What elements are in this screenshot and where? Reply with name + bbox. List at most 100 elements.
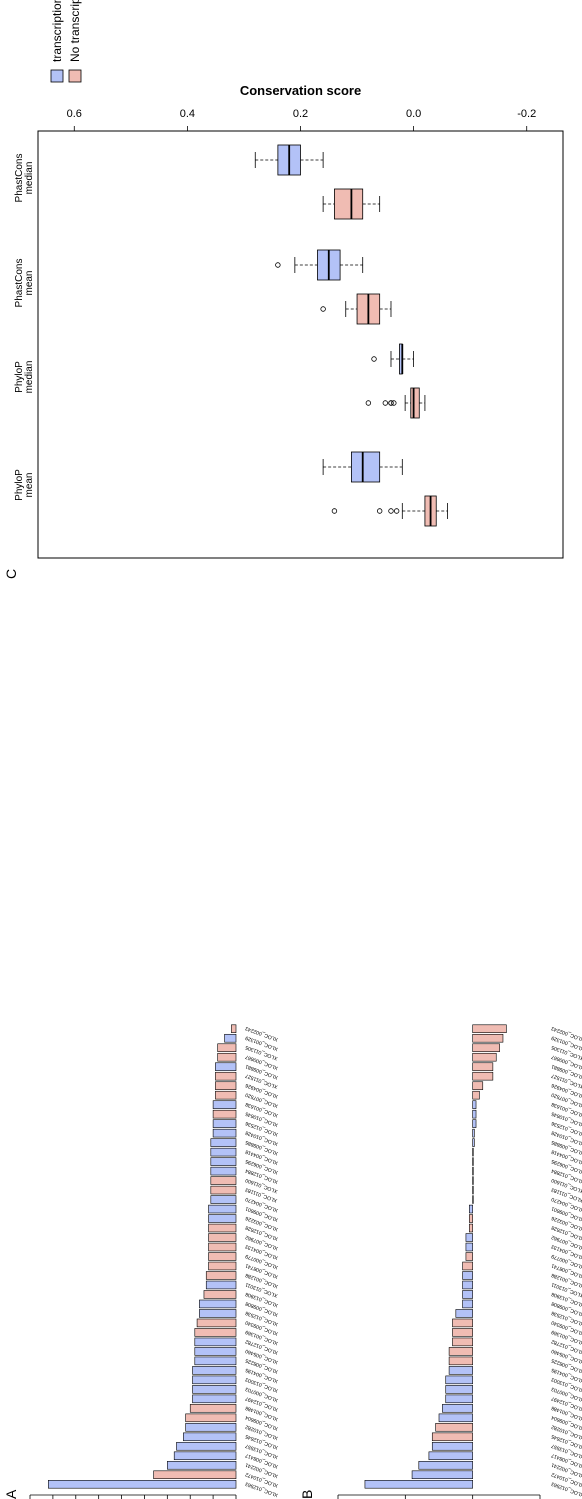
bar xyxy=(445,1385,473,1394)
bar xyxy=(472,1024,507,1033)
value-tick-label: 0.6 xyxy=(67,108,82,120)
bar xyxy=(468,1214,473,1223)
bar xyxy=(462,1299,473,1309)
bar xyxy=(194,1356,237,1366)
bar xyxy=(194,1337,237,1347)
bar xyxy=(472,1147,474,1157)
bar xyxy=(472,1052,497,1062)
bar xyxy=(189,1404,237,1413)
bar xyxy=(185,1413,237,1423)
bar xyxy=(199,1299,237,1309)
bar xyxy=(465,1233,473,1242)
bar xyxy=(212,1128,237,1138)
bar xyxy=(185,1423,237,1432)
bar xyxy=(472,1109,477,1119)
bar xyxy=(462,1261,473,1271)
bar xyxy=(231,1024,237,1033)
outlier-point xyxy=(365,400,372,406)
bar xyxy=(194,1347,237,1356)
bar xyxy=(208,1242,237,1252)
bar xyxy=(210,1157,237,1166)
bar xyxy=(445,1394,473,1404)
bar xyxy=(167,1461,237,1470)
bar xyxy=(468,1223,473,1233)
bar xyxy=(173,1451,237,1461)
outlier-point xyxy=(391,400,397,406)
category-label: PhastCons xyxy=(14,154,25,203)
bar xyxy=(208,1233,237,1242)
category-label: PhyloP xyxy=(14,469,25,501)
bar xyxy=(217,1052,237,1062)
bar xyxy=(176,1442,237,1451)
box-notf xyxy=(410,387,420,419)
bar xyxy=(472,1138,475,1147)
legend-label-tf: transcription factor in lincRNA gene-nei… xyxy=(50,0,64,62)
bar xyxy=(448,1356,473,1366)
bar xyxy=(455,1309,473,1318)
bar xyxy=(215,1090,237,1100)
outlier-point xyxy=(376,508,383,514)
bar xyxy=(210,1176,237,1185)
bar xyxy=(472,1062,494,1071)
legend-label-notf: No transcription factor in lincRNA gene-… xyxy=(68,0,82,62)
bar xyxy=(418,1461,473,1470)
bar xyxy=(212,1100,237,1109)
panel-c-conservation-boxplot: transcription factor in lincRNA gene-nei… xyxy=(14,0,564,559)
bar xyxy=(465,1252,473,1261)
bar xyxy=(462,1271,473,1280)
bar xyxy=(48,1480,237,1489)
outlier-point xyxy=(275,262,281,268)
bar xyxy=(210,1185,237,1195)
bar xyxy=(183,1432,237,1442)
bar xyxy=(472,1100,477,1109)
bar xyxy=(192,1375,237,1385)
bar xyxy=(472,1043,500,1052)
bar xyxy=(203,1290,237,1299)
bar xyxy=(199,1309,237,1318)
outlier-point xyxy=(371,356,377,362)
category-label-line2: mean xyxy=(24,472,35,497)
bar xyxy=(448,1366,473,1375)
bar xyxy=(428,1451,473,1461)
bar xyxy=(468,1204,473,1214)
bar xyxy=(472,1071,494,1081)
bar xyxy=(472,1081,484,1090)
bar xyxy=(217,1043,237,1052)
bar xyxy=(462,1290,473,1299)
outlier-point xyxy=(388,400,394,406)
bar xyxy=(472,1119,477,1128)
bar xyxy=(210,1147,237,1157)
outlier-point xyxy=(382,400,389,406)
category-label: PhyloP xyxy=(14,361,25,393)
bar xyxy=(192,1394,237,1404)
bar xyxy=(215,1062,237,1071)
bar xyxy=(208,1252,237,1261)
bar xyxy=(472,1128,475,1138)
outlier-point xyxy=(388,508,394,514)
bar xyxy=(205,1280,237,1290)
bar xyxy=(210,1138,237,1147)
category-label: PhastCons xyxy=(14,259,25,308)
panel-a-phastcons-chart: 0.90.80.70.60.50.40.30.20.10.0PhastCons … xyxy=(29,1024,279,1499)
bar xyxy=(224,1033,237,1043)
panel-label-a: A xyxy=(3,1489,19,1499)
bar xyxy=(153,1470,237,1480)
panel-label-c: C xyxy=(3,569,19,579)
value-tick-label: 0.2 xyxy=(293,108,308,120)
value-axis-title: Conservation score xyxy=(240,83,361,98)
bar xyxy=(472,1185,474,1195)
bar xyxy=(208,1214,237,1223)
bar xyxy=(208,1223,237,1233)
bar xyxy=(196,1318,237,1328)
plot-frame xyxy=(37,130,564,559)
outlier-point xyxy=(393,508,400,514)
bar xyxy=(472,1157,474,1166)
bar xyxy=(472,1195,474,1204)
legend-swatch-notf xyxy=(68,69,82,83)
category-label-line2: median xyxy=(24,162,35,195)
panel-b-phylop-chart: 0.40.20.0-0.2PhyloP scoreXLOC_012563XLOC… xyxy=(337,1024,582,1499)
box-tf xyxy=(350,451,381,483)
legend-swatch-tf xyxy=(50,69,64,83)
bar xyxy=(212,1119,237,1128)
